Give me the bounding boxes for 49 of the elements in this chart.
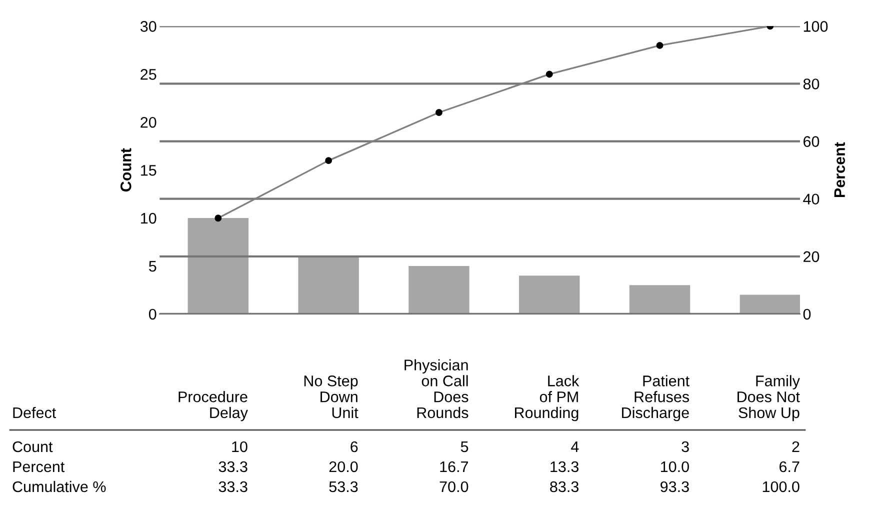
text: 16.7 (440, 461, 468, 472)
data-label: 53.3 (329, 481, 358, 492)
y2-tick-label: 80 (803, 78, 820, 90)
text: 10.0 (661, 461, 689, 472)
y-tick-label: 15 (141, 165, 156, 176)
y2-tick-label: 40 (803, 194, 820, 205)
data-label: 10 (232, 441, 248, 452)
data-label: 6 (350, 441, 358, 452)
data-label: 5 (460, 441, 468, 452)
bar (408, 266, 470, 314)
y-tick-label: 0 (148, 308, 156, 320)
text: 6.7 (780, 461, 800, 472)
x-tick-label: Patient Refuses Discharge (622, 375, 690, 422)
x-tick-label: No Step Down Unit (304, 376, 358, 418)
y-tick-label: 25 (140, 68, 156, 80)
text: Percent (13, 461, 65, 472)
data-label: 2 (792, 441, 800, 452)
data-label: 100.0 (762, 481, 800, 492)
y-tick-label: 10 (141, 212, 156, 224)
x-tick-label: Physician on Call Does Rounds (404, 359, 468, 418)
bar (740, 294, 800, 314)
data-label: 83.3 (550, 481, 578, 492)
data-label: 70.0 (440, 481, 468, 492)
x-tick-label: Procedure Delay (178, 391, 248, 422)
bar (519, 276, 580, 314)
text: Cumulative % (12, 480, 106, 492)
x-tick-label: Lack of PM Rounding (515, 375, 580, 422)
text: 20.0 (329, 461, 358, 472)
y-tick-label: 20 (140, 116, 156, 128)
legend-title: Defect (13, 406, 56, 418)
y-axis-title: Count (120, 148, 132, 192)
bar (629, 285, 690, 314)
text: Count (12, 441, 53, 452)
bar (188, 218, 249, 314)
data-label: 4 (571, 441, 579, 452)
y-tick-label: 30 (140, 21, 156, 32)
data-label: 3 (682, 441, 689, 452)
y2-tick-label: 60 (804, 136, 820, 147)
y2-tick-label: 0 (803, 308, 811, 320)
data-label: 93.3 (660, 481, 689, 492)
y2-tick-label: 100 (804, 21, 828, 32)
y2-axis-title: Percent (834, 142, 846, 198)
text: 33.3 (218, 461, 248, 472)
x-tick-label: Family Does Not Show Up (738, 375, 800, 422)
y2-tick-label: 20 (804, 251, 820, 262)
bar (298, 256, 359, 314)
data-label: 33.3 (218, 481, 248, 492)
text: 13.3 (550, 461, 578, 472)
y-tick-label: 5 (148, 261, 156, 272)
